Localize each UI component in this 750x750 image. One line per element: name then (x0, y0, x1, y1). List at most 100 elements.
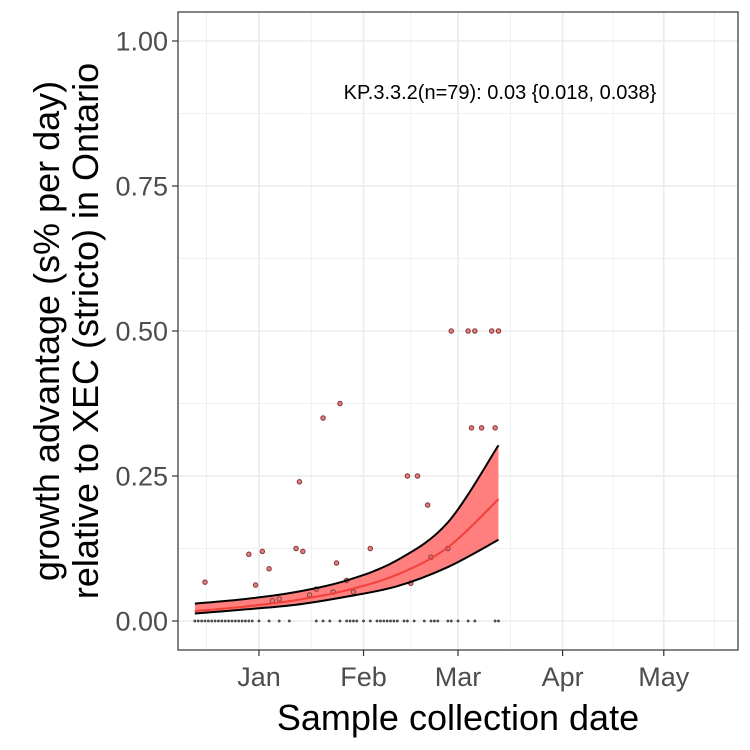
data-point (468, 425, 475, 431)
confidence-band-fill (194, 445, 499, 614)
y-tick-label: 0.50 (115, 317, 168, 347)
fit-line (194, 498, 500, 613)
data-point (220, 619, 224, 623)
confidence-band-upper (194, 444, 500, 605)
x-axis: Jan Feb Mar Apr May (237, 650, 690, 692)
data-point (488, 328, 495, 334)
data-point (293, 545, 299, 552)
fit-line-group (194, 444, 500, 615)
data-point (492, 425, 498, 431)
data-point (233, 619, 237, 623)
x-axis-title: Sample collection date (277, 697, 639, 738)
data-point (213, 619, 217, 623)
data-point (493, 619, 497, 623)
data-point (328, 619, 332, 623)
data-point (395, 619, 399, 623)
annotation: KP.3.3.2(n=79): 0.03 {0.018, 0.038} (344, 82, 657, 104)
data-point (257, 619, 261, 623)
x-tick-label: Apr (542, 662, 584, 692)
data-point (429, 619, 433, 623)
data-point (422, 619, 426, 623)
data-point (227, 619, 231, 623)
x-tick-label: Mar (435, 662, 482, 692)
data-point (276, 596, 282, 602)
data-point (287, 619, 291, 623)
data-point (296, 479, 303, 485)
data-point (206, 619, 210, 623)
data-point (389, 619, 392, 623)
data-point (375, 619, 379, 623)
y-axis: 0.00 0.25 0.50 0.75 1.00 (115, 27, 178, 637)
data-point (237, 619, 241, 623)
data-point (412, 619, 416, 623)
data-point (193, 619, 197, 623)
data-point (404, 473, 411, 479)
data-point (223, 619, 227, 623)
y-axis-title-line-2: relative to XEC (stricto) in Ontario (65, 63, 106, 599)
data-point (252, 582, 259, 588)
data-point (314, 619, 318, 623)
data-point (385, 619, 389, 623)
data-point (351, 619, 355, 623)
data-point (202, 579, 208, 585)
y-tick-label: 0.00 (115, 607, 168, 637)
data-point (306, 592, 313, 598)
data-point (473, 619, 477, 623)
data-point (432, 619, 436, 623)
data-point (378, 619, 382, 623)
data-point (472, 328, 478, 334)
data-point (497, 619, 500, 623)
data-point (240, 619, 244, 623)
data-point (230, 619, 234, 623)
data-point (456, 619, 460, 623)
data-point (321, 619, 325, 623)
data-point (250, 619, 254, 623)
data-point (277, 619, 281, 623)
data-point (465, 328, 471, 334)
data-point (345, 619, 349, 623)
confidence-band-lower (194, 538, 499, 615)
data-point (320, 415, 326, 421)
y-tick-label: 1.00 (115, 27, 168, 57)
data-point (495, 328, 502, 334)
data-point (210, 619, 214, 623)
data-point (259, 548, 266, 555)
data-point (446, 619, 450, 623)
confidence-band (194, 445, 499, 614)
data-point (267, 619, 271, 623)
data-point (449, 619, 453, 623)
data-point (402, 619, 406, 623)
y-axis-title-line-1: growth advantage (s% per day) (26, 81, 67, 581)
data-point (200, 619, 204, 623)
data-point (436, 619, 440, 623)
data-point (348, 619, 352, 623)
data-point (392, 619, 396, 623)
data-point (448, 328, 455, 334)
data-point (478, 425, 485, 431)
data-point (367, 545, 374, 552)
data-point (203, 619, 207, 623)
x-tick-label: Feb (340, 662, 387, 692)
data-point (337, 400, 343, 407)
data-point (414, 473, 421, 479)
data-point (382, 619, 386, 623)
data-point (362, 619, 365, 623)
data-point (244, 619, 247, 623)
data-point (247, 619, 251, 623)
x-tick-label: May (638, 662, 690, 692)
x-tick-label: Jan (237, 662, 281, 692)
data-point (266, 566, 272, 572)
y-tick-label: 0.25 (115, 462, 168, 492)
data-point (355, 619, 359, 623)
data-point (405, 619, 409, 623)
y-tick-label: 0.75 (115, 172, 168, 202)
data-point (246, 551, 252, 558)
data-point (368, 619, 372, 623)
data-point (300, 548, 306, 555)
data-point (350, 589, 357, 595)
data-point (196, 619, 200, 623)
data-point (338, 619, 342, 623)
data-point (466, 619, 470, 623)
data-point (217, 619, 220, 623)
